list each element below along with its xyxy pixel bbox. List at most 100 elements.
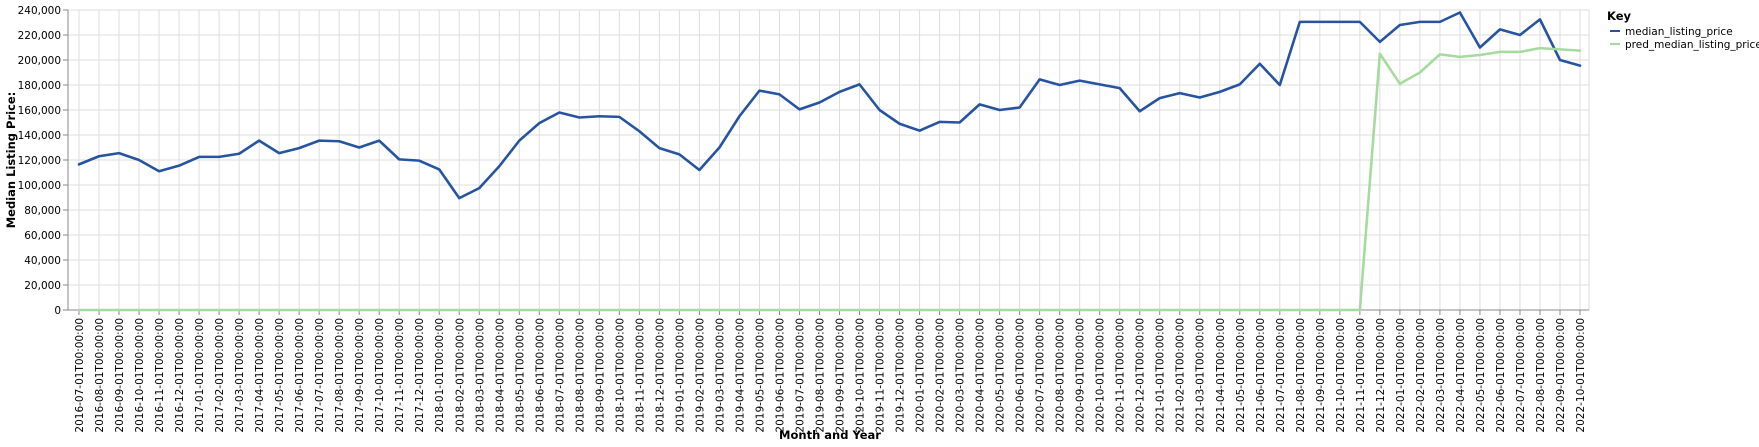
x-tick-label: 2017-08-01T00:00:00 bbox=[334, 318, 346, 433]
x-tick-label: 2018-01-01T00:00:00 bbox=[434, 318, 446, 433]
x-tick-label: 2019-01-01T00:00:00 bbox=[674, 318, 686, 433]
x-tick-label: 2020-05-01T00:00:00 bbox=[995, 318, 1007, 433]
y-tick-label: 180,000 bbox=[18, 80, 61, 92]
y-tick-label: 80,000 bbox=[24, 205, 61, 217]
x-tick-label: 2020-11-01T00:00:00 bbox=[1115, 318, 1127, 433]
x-tick-label: 2017-12-01T00:00:00 bbox=[414, 318, 426, 433]
x-tick-label: 2016-08-01T00:00:00 bbox=[94, 318, 106, 433]
x-axis-title: Month and Year bbox=[779, 428, 881, 442]
y-tick-label: 100,000 bbox=[18, 180, 61, 192]
y-tick-label: 40,000 bbox=[24, 255, 61, 267]
x-tick-label: 2018-08-01T00:00:00 bbox=[574, 318, 586, 433]
x-tick-label: 2021-07-01T00:00:00 bbox=[1275, 318, 1287, 433]
x-tick-label: 2017-07-01T00:00:00 bbox=[314, 318, 326, 433]
x-tick-label: 2019-02-01T00:00:00 bbox=[694, 318, 706, 433]
y-axis-title: Median Listing Price: bbox=[4, 92, 18, 229]
x-tick-label: 2022-04-01T00:00:00 bbox=[1455, 318, 1467, 433]
x-tick-label: 2021-05-01T00:00:00 bbox=[1235, 318, 1247, 433]
x-tick-label: 2020-04-01T00:00:00 bbox=[975, 318, 987, 433]
x-tick-label: 2021-09-01T00:00:00 bbox=[1315, 318, 1327, 433]
x-tick-label: 2018-04-01T00:00:00 bbox=[494, 318, 506, 433]
y-tick-label: 20,000 bbox=[24, 280, 61, 292]
x-tick-label: 2022-08-01T00:00:00 bbox=[1535, 318, 1547, 433]
x-tick-label: 2017-02-01T00:00:00 bbox=[214, 318, 226, 433]
x-tick-label: 2018-12-01T00:00:00 bbox=[654, 318, 666, 433]
x-tick-label: 2016-07-01T00:00:00 bbox=[74, 318, 86, 433]
x-tick-label: 2022-09-01T00:00:00 bbox=[1555, 318, 1567, 433]
x-tick-label: 2021-02-01T00:00:00 bbox=[1175, 318, 1187, 433]
series-line-pred-median-listing-price bbox=[77, 46, 1582, 312]
x-tick-label: 2020-02-01T00:00:00 bbox=[935, 318, 947, 433]
y-axis: 0 20,000 40,000 60,000 80,000 100,000 120,000 1… bbox=[18, 5, 69, 317]
x-tick-label: 2021-06-01T00:00:00 bbox=[1255, 318, 1267, 433]
x-tick-label: 2019-09-01T00:00:00 bbox=[835, 318, 847, 433]
x-axis: 2016-07-01T00:00:00 2016-08-01T00:00:00 20… bbox=[68, 309, 1589, 433]
y-tick-label: 220,000 bbox=[18, 30, 61, 42]
x-tick-label: 2019-06-01T00:00:00 bbox=[774, 318, 786, 433]
y-tick-label: 240,000 bbox=[18, 5, 61, 17]
x-tick-label: 2018-09-01T00:00:00 bbox=[594, 318, 606, 433]
x-tick-label: 2018-05-01T00:00:00 bbox=[514, 318, 526, 433]
x-tick-label: 2019-05-01T00:00:00 bbox=[754, 318, 766, 433]
x-tick-label: 2021-03-01T00:00:00 bbox=[1195, 318, 1207, 433]
x-tick-label: 2019-11-01T00:00:00 bbox=[875, 318, 887, 433]
x-tick-label: 2022-05-01T00:00:00 bbox=[1475, 318, 1487, 433]
x-tick-label: 2016-11-01T00:00:00 bbox=[154, 318, 166, 433]
x-tick-label: 2021-01-01T00:00:00 bbox=[1155, 318, 1167, 433]
x-tick-label: 2020-06-01T00:00:00 bbox=[1015, 318, 1027, 433]
x-tick-label: 2017-03-01T00:00:00 bbox=[234, 318, 246, 433]
x-tick-label: 2022-10-01T00:00:00 bbox=[1575, 318, 1587, 433]
x-tick-label: 2021-11-01T00:00:00 bbox=[1355, 318, 1367, 433]
legend-title: Key bbox=[1607, 9, 1632, 23]
x-tick-label: 2019-12-01T00:00:00 bbox=[895, 318, 907, 433]
x-tick-label: 2016-12-01T00:00:00 bbox=[174, 318, 186, 433]
x-tick-label: 2019-04-01T00:00:00 bbox=[734, 318, 746, 433]
x-tick-label: 2020-07-01T00:00:00 bbox=[1035, 318, 1047, 433]
x-tick-label: 2017-04-01T00:00:00 bbox=[254, 318, 266, 433]
x-tick-label: 2017-06-01T00:00:00 bbox=[294, 318, 306, 433]
x-tick-label: 2018-07-01T00:00:00 bbox=[554, 318, 566, 433]
y-tick-label: 60,000 bbox=[24, 230, 61, 242]
x-tick-label: 2018-11-01T00:00:00 bbox=[634, 318, 646, 433]
x-tick-label: 2022-03-01T00:00:00 bbox=[1435, 318, 1447, 433]
y-tick-label: 0 bbox=[54, 305, 61, 317]
x-tick-label: 2022-01-01T00:00:00 bbox=[1395, 318, 1407, 433]
x-tick-label: 2020-10-01T00:00:00 bbox=[1095, 318, 1107, 433]
x-tick-label: 2019-07-01T00:00:00 bbox=[794, 318, 806, 433]
x-tick-label: 2019-08-01T00:00:00 bbox=[814, 318, 826, 433]
x-tick-label: 2020-09-01T00:00:00 bbox=[1075, 318, 1087, 433]
x-tick-label: 2017-10-01T00:00:00 bbox=[374, 318, 386, 433]
legend: Key median_listing_pricepred_median_list… bbox=[1607, 9, 1759, 51]
x-tick-label: 2017-01-01T00:00:00 bbox=[194, 318, 206, 433]
x-tick-label: 2017-09-01T00:00:00 bbox=[354, 318, 366, 433]
x-tick-label: 2020-03-01T00:00:00 bbox=[955, 318, 967, 433]
x-tick-label: 2020-08-01T00:00:00 bbox=[1055, 318, 1067, 433]
y-tick-label: 200,000 bbox=[18, 55, 61, 67]
legend-label: pred_median_listing_price bbox=[1625, 39, 1759, 51]
x-tick-label: 2018-06-01T00:00:00 bbox=[534, 318, 546, 433]
x-tick-label: 2021-10-01T00:00:00 bbox=[1335, 318, 1347, 433]
x-tick-label: 2018-03-01T00:00:00 bbox=[474, 318, 486, 433]
x-tick-label: 2022-07-01T00:00:00 bbox=[1515, 318, 1527, 433]
gridlines bbox=[67, 9, 1590, 311]
x-tick-label: 2016-10-01T00:00:00 bbox=[134, 318, 146, 433]
series-lines bbox=[77, 11, 1582, 312]
x-tick-label: 2019-10-01T00:00:00 bbox=[855, 318, 867, 433]
x-tick-label: 2019-03-01T00:00:00 bbox=[714, 318, 726, 433]
y-tick-label: 160,000 bbox=[18, 105, 61, 117]
x-tick-label: 2020-12-01T00:00:00 bbox=[1135, 318, 1147, 433]
x-tick-label: 2021-12-01T00:00:00 bbox=[1375, 318, 1387, 433]
x-tick-label: 2021-04-01T00:00:00 bbox=[1215, 318, 1227, 433]
x-tick-label: 2022-06-01T00:00:00 bbox=[1495, 318, 1507, 433]
y-tick-label: 140,000 bbox=[18, 130, 61, 142]
x-tick-label: 2017-11-01T00:00:00 bbox=[394, 318, 406, 433]
y-tick-label: 120,000 bbox=[18, 155, 61, 167]
x-tick-label: 2017-05-01T00:00:00 bbox=[274, 318, 286, 433]
x-tick-label: 2021-08-01T00:00:00 bbox=[1295, 318, 1307, 433]
x-tick-label: 2022-02-01T00:00:00 bbox=[1415, 318, 1427, 433]
series-line-median-listing-price bbox=[77, 11, 1582, 200]
x-tick-label: 2018-10-01T00:00:00 bbox=[614, 318, 626, 433]
x-tick-label: 2020-01-01T00:00:00 bbox=[915, 318, 927, 433]
x-tick-label: 2016-09-01T00:00:00 bbox=[114, 318, 126, 433]
